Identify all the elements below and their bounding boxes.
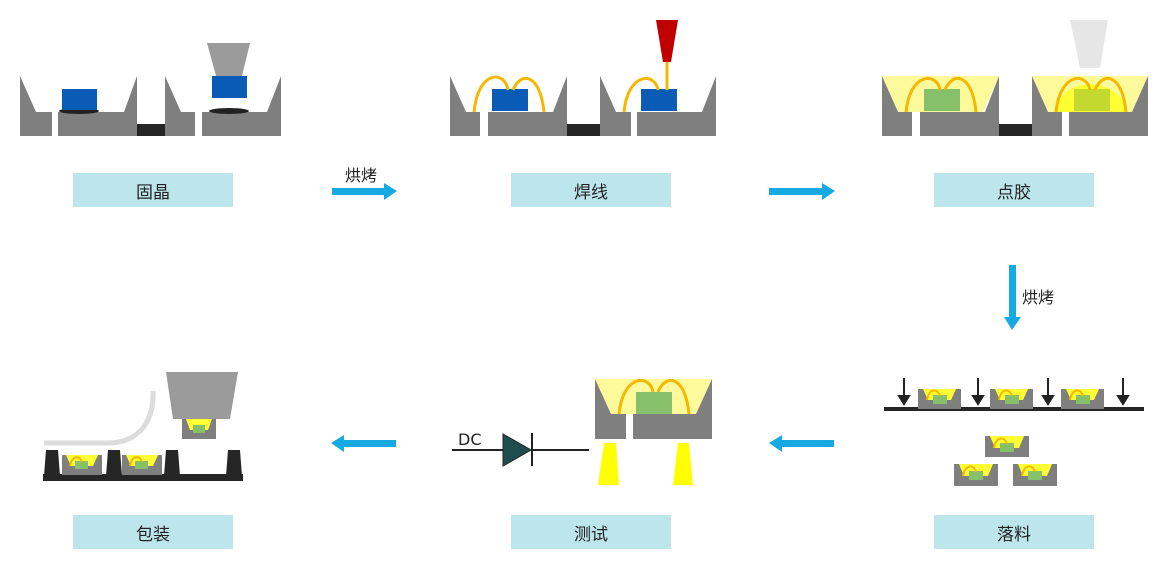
dispense-nozzle xyxy=(1070,20,1108,68)
arrow-bake-1 xyxy=(332,183,397,200)
step-label-die-bond: 固晶 xyxy=(73,173,233,207)
bake-label-1: 烘烤 xyxy=(345,166,378,185)
test-illustration xyxy=(452,378,712,485)
arrow-bake-2 xyxy=(1004,265,1021,330)
sort-illustration xyxy=(884,378,1144,486)
bake-label-2: 烘烤 xyxy=(1022,288,1055,307)
step-label-dispense: 点胶 xyxy=(934,173,1094,207)
arrow-to-test xyxy=(769,435,834,452)
pick-nozzle xyxy=(207,43,250,76)
wire-bond-illustration xyxy=(450,20,716,136)
step-label-package: 包装 xyxy=(73,515,233,549)
arrow-to-dispense xyxy=(769,183,835,200)
arrow-to-package xyxy=(331,435,396,452)
chip xyxy=(62,89,97,110)
package-illustration xyxy=(43,372,243,481)
chip-picked xyxy=(212,76,247,98)
capillary-needle xyxy=(656,20,678,62)
dc-label: DC xyxy=(458,430,482,449)
step-label-test: 测试 xyxy=(511,515,671,549)
dispense-illustration xyxy=(882,20,1148,136)
step-label-sort: 落料 xyxy=(934,515,1094,549)
step-label-wire-bond: 焊线 xyxy=(511,173,671,207)
die-bond-illustration xyxy=(20,43,281,136)
